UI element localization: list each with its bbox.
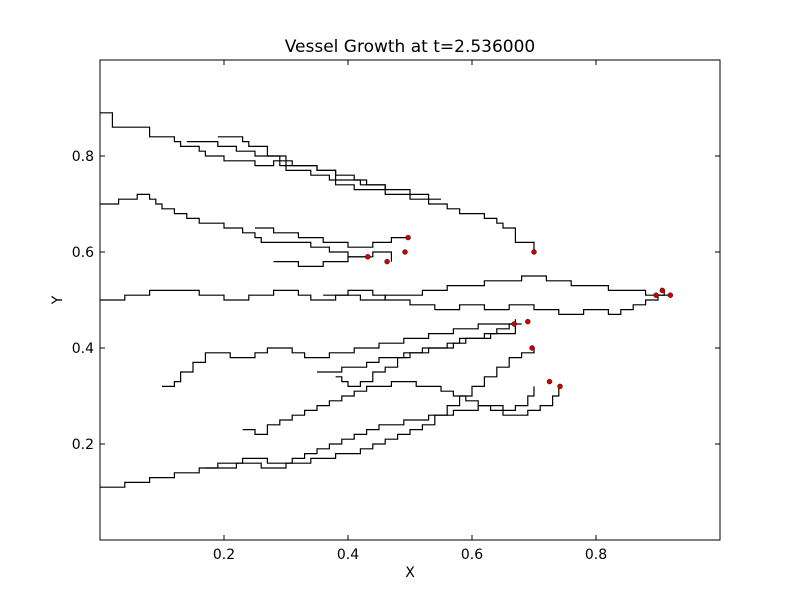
vessel-tip (384, 258, 390, 265)
x-tick-label: 0.4 (337, 547, 359, 563)
vessel-tip (529, 345, 535, 351)
vessel-line-1 (100, 112, 535, 252)
vessel-tip (511, 321, 517, 327)
vessel-line-8 (323, 289, 671, 315)
vessel-tip (653, 292, 659, 298)
y-tick-label: 0.6 (72, 245, 94, 261)
y-axis: 0.2 0.4 0.6 0.8 (72, 149, 720, 453)
vessel-tips (365, 234, 674, 390)
vessel-tip (546, 378, 553, 385)
chart-title: Vessel Growth at t=2.536000 (285, 37, 536, 57)
vessel-line-9 (162, 323, 516, 387)
plot-frame (99, 59, 721, 541)
vessel-tip (667, 292, 674, 298)
vessel-tip (365, 254, 371, 260)
vessel-line-4 (100, 193, 367, 258)
y-axis-label: Y (50, 295, 66, 305)
vessel-line-10 (317, 323, 522, 373)
y-tick-label: 0.4 (72, 341, 94, 357)
x-tick-label: 0.2 (213, 547, 235, 563)
vessel-line-13 (335, 319, 516, 387)
vessel-tip (557, 383, 563, 390)
vessel-line-3 (217, 136, 386, 190)
vessel-tip (405, 234, 411, 241)
vessel-line-11 (100, 348, 535, 488)
vessel-tip (525, 318, 531, 325)
y-tick-label: 0.8 (72, 149, 94, 165)
x-axis: 0.2 0.4 0.6 0.8 (213, 60, 607, 563)
x-tick-label: 0.8 (585, 547, 607, 563)
vessel-line-14 (205, 386, 535, 469)
vessel-lines (100, 112, 671, 488)
x-tick-label: 0.6 (461, 547, 483, 563)
vessel-tip (531, 249, 537, 255)
vessel-tip (402, 249, 408, 255)
vessel-line-12 (242, 381, 560, 435)
vessel-line-5 (255, 227, 410, 248)
vessel-tip (659, 287, 665, 294)
x-axis-label: X (405, 565, 415, 581)
vessel-line-6 (273, 251, 392, 267)
y-tick-label: 0.2 (72, 437, 94, 453)
